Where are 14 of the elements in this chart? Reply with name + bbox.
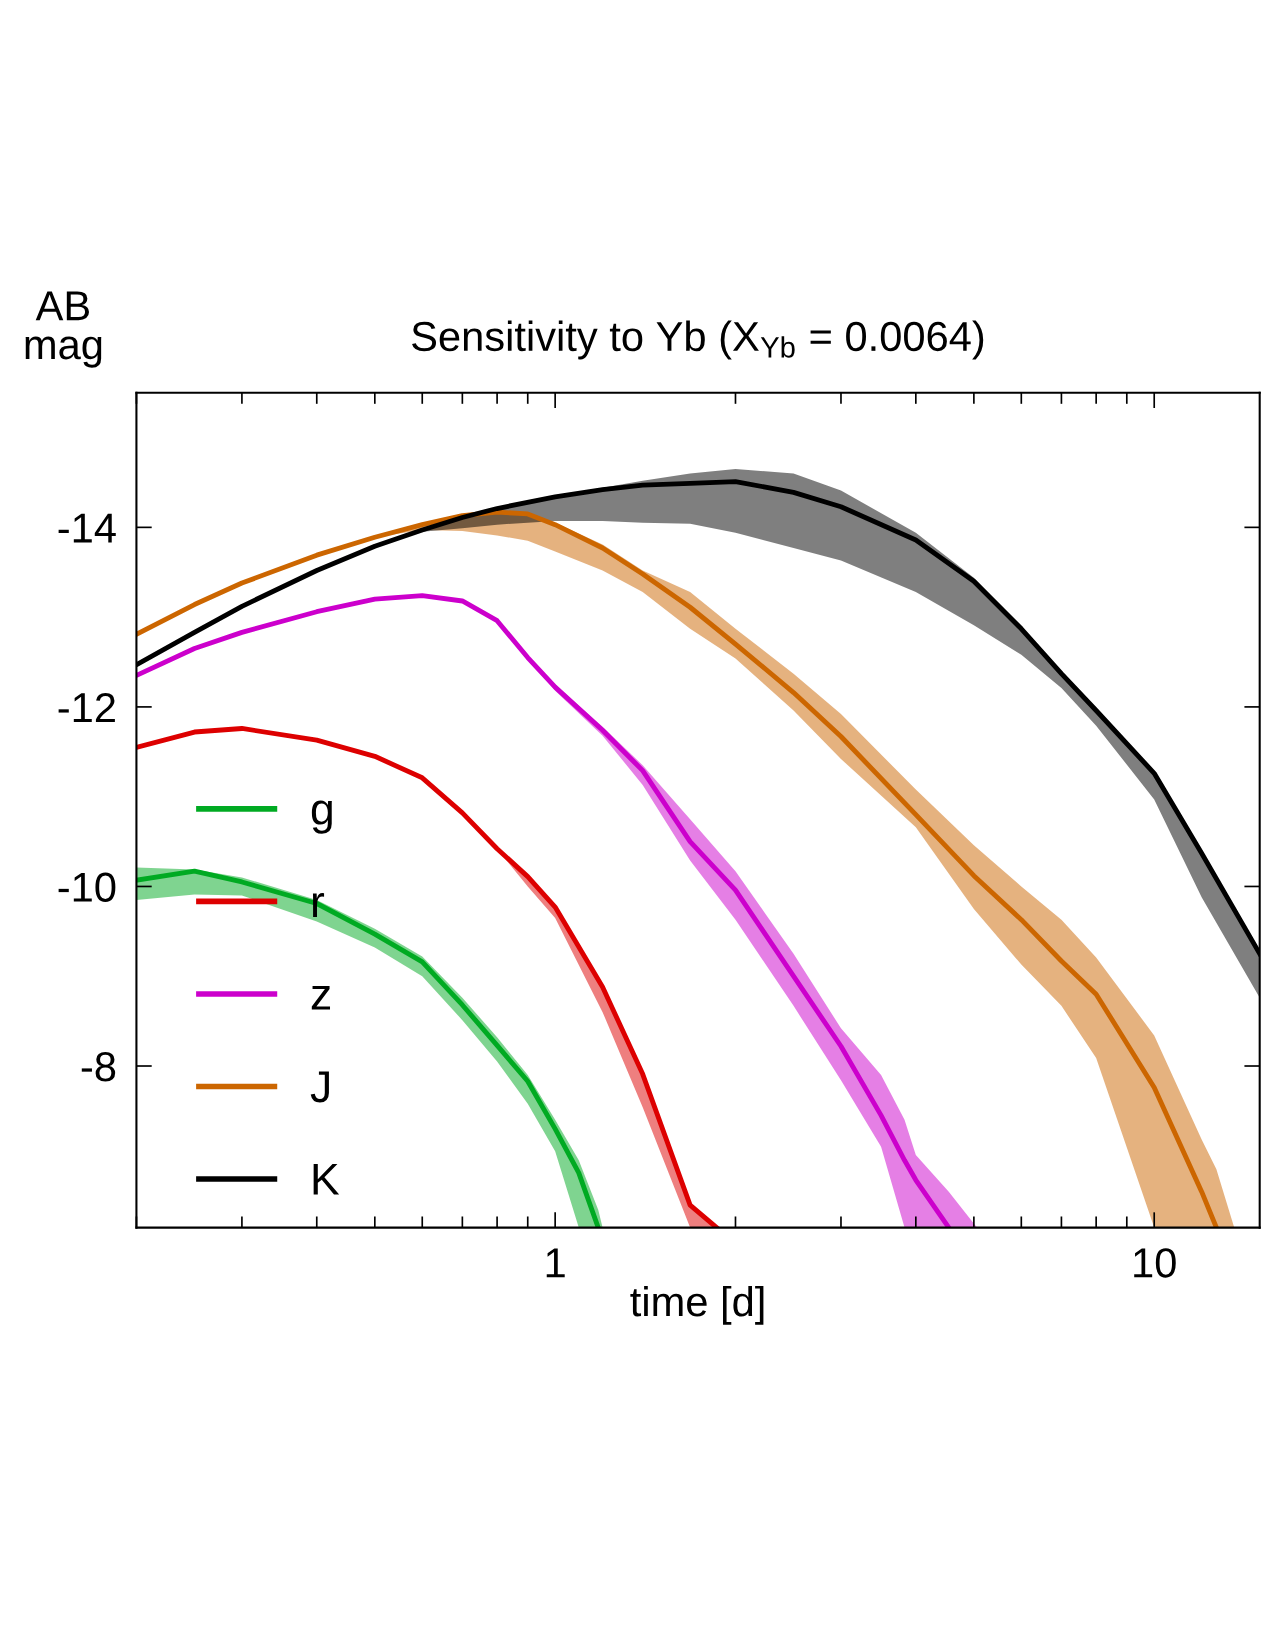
y-tick-label: -12 [58, 692, 115, 723]
y-tick-label: -10 [58, 872, 116, 902]
legend-label: K [313, 1164, 340, 1195]
legend-label: r [312, 893, 325, 917]
legend-label: z [311, 986, 331, 1010]
legend-label: g [311, 800, 332, 834]
chart-title: Sensitivity to Yb (X$_{Yb}$ = 0.0064) [412, 320, 984, 360]
x-tick-label: 1 [546, 1248, 565, 1278]
x-axis-title: time [d] [630, 1285, 764, 1325]
legend-label: J [310, 1071, 329, 1103]
x-tick-label: 10 [1134, 1248, 1176, 1278]
y-tick-label: -14 [58, 513, 116, 543]
y-tick-label: -8 [81, 1052, 116, 1082]
y-axis-title: AB mag [25, 291, 102, 368]
